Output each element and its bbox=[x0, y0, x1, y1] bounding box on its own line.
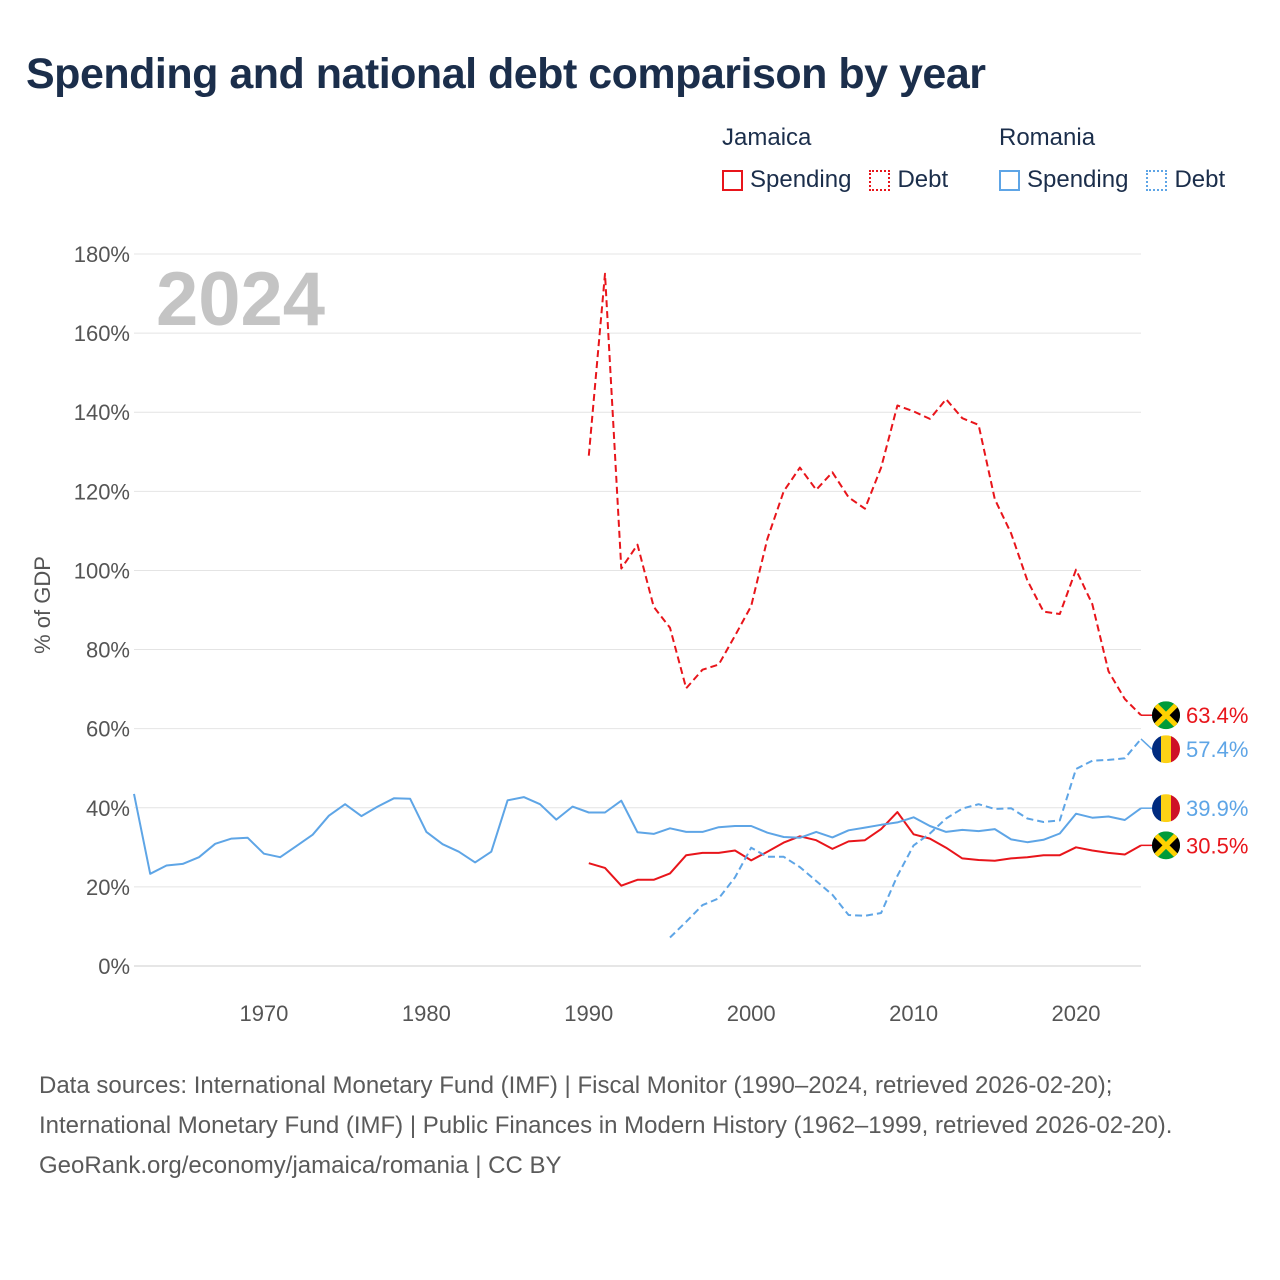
series-line-romania-spending[interactable] bbox=[133, 793, 1142, 875]
legend-swatch-dotted-icon bbox=[869, 169, 891, 191]
legend-group-jamaica: Jamaica Spending Debt bbox=[722, 124, 948, 194]
credit-line[interactable]: GeoRank.org/economy/jamaica/romania | CC… bbox=[39, 1152, 562, 1179]
legend-swatch-solid-icon bbox=[999, 169, 1020, 191]
legend-group-name: Romania bbox=[999, 124, 1096, 151]
end-value-label: 30.5% bbox=[1186, 833, 1248, 858]
legend-label: Debt bbox=[1174, 166, 1226, 193]
data-sources: Data sources: International Monetary Fun… bbox=[39, 1072, 1173, 1139]
series-line-jamaica-debt[interactable] bbox=[587, 272, 1142, 716]
legend-item-romania-debt[interactable]: Debt bbox=[1146, 166, 1225, 194]
y-tick-label: 40% bbox=[86, 796, 130, 821]
y-tick-label: 0% bbox=[98, 954, 130, 979]
legend-group-romania: Romania Spending Debt bbox=[999, 124, 1225, 194]
grid bbox=[134, 253, 1141, 967]
y-axis-label: % of GDP bbox=[30, 556, 55, 654]
y-axis-ticks: 0% 20% 40% 60% 80% 100% 120% 140% 160% 180% bbox=[74, 242, 130, 979]
legend-label: Spending bbox=[1027, 166, 1129, 193]
y-tick-label: 20% bbox=[86, 875, 130, 900]
y-tick-label: 140% bbox=[74, 400, 130, 425]
legend-swatch-dotted-icon bbox=[1146, 169, 1168, 191]
jamaica-flag-icon bbox=[1152, 701, 1180, 730]
y-tick-label: 180% bbox=[74, 242, 130, 267]
x-tick-label: 2000 bbox=[727, 1001, 776, 1026]
legend-group-name: Jamaica bbox=[722, 124, 812, 151]
legend-item-jamaica-spending[interactable]: Spending bbox=[722, 166, 851, 194]
legend-item-jamaica-debt[interactable]: Debt bbox=[869, 166, 948, 194]
jamaica-flag-icon bbox=[1152, 831, 1180, 860]
end-value-label: 57.4% bbox=[1186, 737, 1248, 762]
line-chart: 0%20%40%60%80%100%120%140%160%180% 1970 1… bbox=[30, 242, 1248, 1026]
y-tick-label: 120% bbox=[74, 479, 130, 504]
series bbox=[133, 272, 1142, 939]
year-watermark: 2024 bbox=[156, 257, 325, 342]
x-tick-label: 1970 bbox=[239, 1001, 288, 1026]
x-tick-label: 2020 bbox=[1052, 1001, 1101, 1026]
legend-item-romania-spending[interactable]: Spending bbox=[999, 166, 1128, 194]
chart-title: Spending and national debt comparison by… bbox=[26, 50, 986, 98]
y-tick-label: 160% bbox=[74, 321, 130, 346]
series-line-jamaica-spending[interactable] bbox=[588, 811, 1142, 887]
x-axis-ticks: 1970 1980 1990 2000 2010 2020 bbox=[239, 1001, 1100, 1026]
legend-label: Debt bbox=[897, 166, 949, 193]
legend-label: Spending bbox=[750, 166, 852, 193]
footer: Data sources: International Monetary Fun… bbox=[39, 1066, 1239, 1186]
y-tick-label: 60% bbox=[86, 717, 130, 742]
x-tick-label: 2010 bbox=[889, 1001, 938, 1026]
y-tick-label: 80% bbox=[86, 638, 130, 663]
end-connector bbox=[1140, 738, 1153, 750]
romania-flag-icon bbox=[1152, 735, 1180, 764]
end-value-label: 39.9% bbox=[1186, 796, 1248, 821]
x-tick-label: 1990 bbox=[564, 1001, 613, 1026]
y-tick-label: 100% bbox=[74, 558, 130, 583]
legend-swatch-solid-icon bbox=[722, 169, 743, 191]
end-value-label: 63.4% bbox=[1186, 703, 1248, 728]
series-line-romania-debt[interactable] bbox=[669, 738, 1142, 939]
x-tick-label: 1980 bbox=[402, 1001, 451, 1026]
romania-flag-icon bbox=[1152, 794, 1180, 823]
end-labels: 63.4% 57.4% 39.9% 30.5% bbox=[1140, 701, 1248, 860]
